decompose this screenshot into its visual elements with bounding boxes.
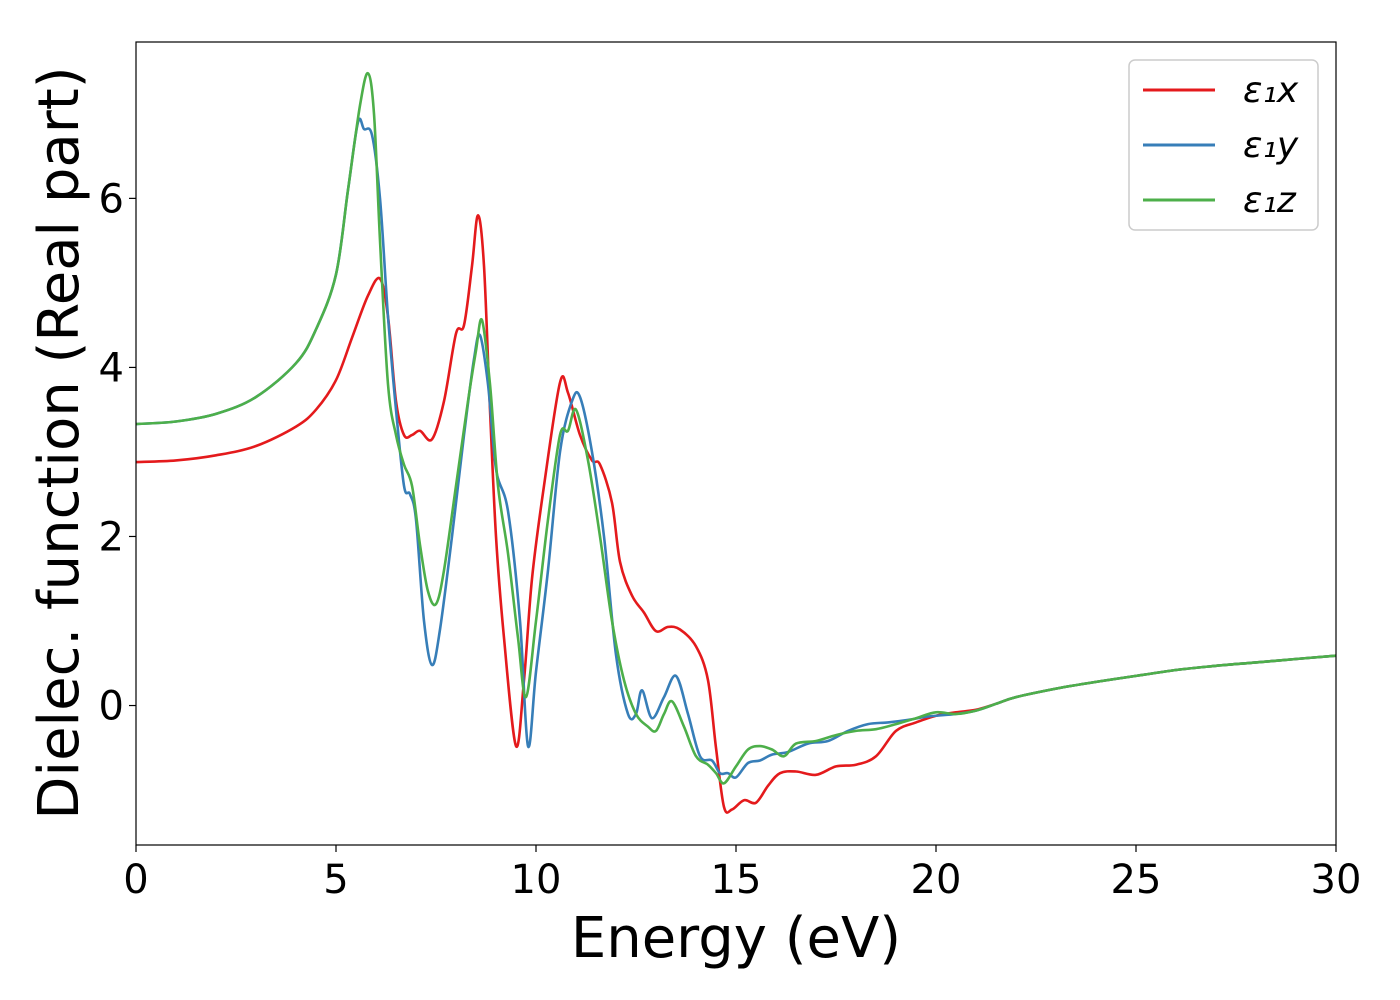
y-tick-label: 6 xyxy=(99,176,124,222)
x-tick-label: 10 xyxy=(511,857,562,903)
y-axis-label: Dielec. function (Real part) xyxy=(27,66,92,819)
x-tick-label: 25 xyxy=(1111,857,1162,903)
series-layer xyxy=(136,71,1336,814)
legend-label-eps1y: ε₁y xyxy=(1243,125,1299,166)
legend: ε₁x ε₁y ε₁z xyxy=(1128,59,1319,231)
x-tick-label: 5 xyxy=(323,857,348,903)
x-axis-label: Energy (eV) xyxy=(571,906,901,971)
legend-label-eps1z: ε₁z xyxy=(1243,180,1297,221)
y-tick-label: 0 xyxy=(99,684,124,730)
x-tick-label: 20 xyxy=(911,857,962,903)
y-tick-label: 4 xyxy=(99,345,124,391)
series-line-eps1z xyxy=(136,71,1336,785)
legend-frame xyxy=(1128,59,1319,231)
y-axis-ticks: 0 2 4 6 xyxy=(99,176,136,730)
y-tick-label: 2 xyxy=(99,514,124,560)
x-tick-label: 30 xyxy=(1311,857,1362,903)
legend-label-eps1x: ε₁x xyxy=(1243,70,1299,111)
x-axis-ticks: 0 5 10 15 20 25 30 xyxy=(123,845,1361,903)
x-tick-label: 0 xyxy=(123,857,148,903)
x-tick-label: 15 xyxy=(711,857,762,903)
